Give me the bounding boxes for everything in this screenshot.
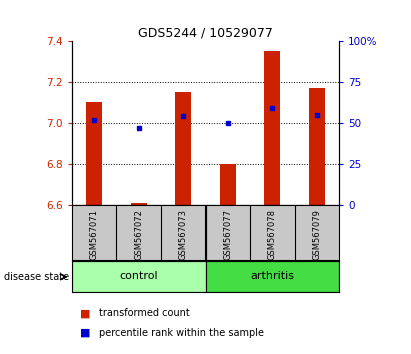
Text: disease state: disease state — [4, 272, 69, 282]
Bar — [265, 51, 280, 205]
Bar — [206, 261, 339, 292]
Bar — [309, 88, 325, 205]
Text: GSM567071: GSM567071 — [90, 209, 99, 260]
Bar — [220, 164, 236, 205]
Text: control: control — [120, 272, 158, 281]
Text: ■: ■ — [80, 308, 91, 318]
Bar — [86, 102, 102, 205]
Bar — [72, 261, 206, 292]
Bar — [131, 203, 146, 205]
Text: GSM567077: GSM567077 — [223, 209, 232, 260]
Text: GSM567073: GSM567073 — [179, 209, 188, 260]
Text: GSM567079: GSM567079 — [312, 209, 321, 260]
Text: ■: ■ — [80, 328, 91, 338]
Text: percentile rank within the sample: percentile rank within the sample — [99, 328, 263, 338]
Text: arthritis: arthritis — [250, 272, 294, 281]
Text: GSM567078: GSM567078 — [268, 209, 277, 260]
Text: GSM567072: GSM567072 — [134, 209, 143, 260]
Text: transformed count: transformed count — [99, 308, 189, 318]
Bar — [175, 92, 191, 205]
Title: GDS5244 / 10529077: GDS5244 / 10529077 — [138, 27, 273, 40]
